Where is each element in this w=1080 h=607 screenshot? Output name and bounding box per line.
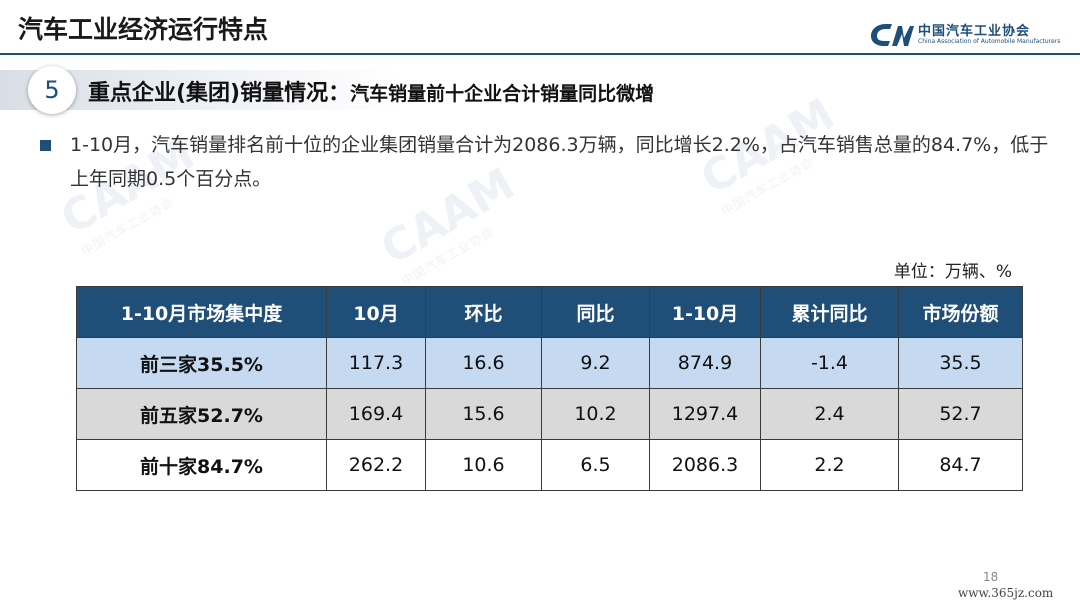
table-row: 前十家84.7% 262.2 10.6 6.5 2086.3 2.2 84.7 xyxy=(76,439,1023,491)
table-cell: 2.4 xyxy=(760,388,899,440)
table-header-cell: 环比 xyxy=(425,286,542,338)
table-cell: 前十家84.7% xyxy=(76,439,327,491)
table-cell: 前三家35.5% xyxy=(76,337,327,389)
site-watermark: www.365jz.com xyxy=(958,586,1054,600)
table-cell: 84.7 xyxy=(898,439,1023,491)
bullet-text: 1-10月，汽车销量排名前十位的企业集团销量合计为2086.3万辆，同比增长2.… xyxy=(70,134,1049,190)
table-cell: 874.9 xyxy=(649,337,761,389)
table-cell: 1297.4 xyxy=(649,388,761,440)
section-title: 重点企业(集团)销量情况：汽车销量前十企业合计销量同比微增 xyxy=(88,75,654,107)
bullet-point: 1-10月，汽车销量排名前十位的企业集团销量合计为2086.3万辆，同比增长2.… xyxy=(40,128,1050,196)
table-row: 前五家52.7% 169.4 15.6 10.2 1297.4 2.4 52.7 xyxy=(76,388,1023,440)
table-cell: 2.2 xyxy=(760,439,899,491)
table-cell: 10.6 xyxy=(425,439,542,491)
table-cell: 6.5 xyxy=(541,439,650,491)
table-row: 前三家35.5% 117.3 16.6 9.2 874.9 -1.4 35.5 xyxy=(76,337,1023,389)
page-title: 汽车工业经济运行特点 xyxy=(18,15,269,44)
table-cell: 262.2 xyxy=(326,439,426,491)
table-cell: 15.6 xyxy=(425,388,542,440)
concentration-table: 1-10月市场集中度 10月 环比 同比 1-10月 累计同比 市场份额 前三家… xyxy=(76,286,1023,491)
section-subtitle: 汽车销量前十企业合计销量同比微增 xyxy=(350,83,655,105)
logo-name-en: China Association of Automobile Manufact… xyxy=(918,38,1061,45)
table-cell: 9.2 xyxy=(541,337,650,389)
logo: 中国汽车工业协会 China Association of Automobile… xyxy=(868,18,1060,52)
square-bullet-icon xyxy=(40,140,51,151)
section-number: 5 xyxy=(28,66,76,114)
table-header-cell: 1-10月 xyxy=(649,286,761,338)
table-cell: 169.4 xyxy=(326,388,426,440)
table-cell: 117.3 xyxy=(326,337,426,389)
table-header-cell: 市场份额 xyxy=(898,286,1023,338)
table-cell: 52.7 xyxy=(898,388,1023,440)
section-header: 5 重点企业(集团)销量情况：汽车销量前十企业合计销量同比微增 xyxy=(0,62,1080,118)
table-header-row: 1-10月市场集中度 10月 环比 同比 1-10月 累计同比 市场份额 xyxy=(76,286,1023,338)
table-cell: 10.2 xyxy=(541,388,650,440)
unit-label: 单位：万辆、% xyxy=(893,262,1012,282)
table-header-cell: 10月 xyxy=(326,286,426,338)
table-cell: 2086.3 xyxy=(649,439,761,491)
table-header-cell: 累计同比 xyxy=(760,286,899,338)
table-cell: -1.4 xyxy=(760,337,899,389)
title-bar: 汽车工业经济运行特点 中国汽车工业协会 China Association of… xyxy=(0,0,1080,56)
table-cell: 35.5 xyxy=(898,337,1023,389)
table-cell: 前五家52.7% xyxy=(76,388,327,440)
table-cell: 16.6 xyxy=(425,337,542,389)
title-divider xyxy=(0,53,1080,55)
caam-logo-icon xyxy=(871,24,914,46)
page-number: 18 xyxy=(983,570,999,584)
logo-name-cn: 中国汽车工业协会 xyxy=(918,24,1031,39)
table-header-cell: 1-10月市场集中度 xyxy=(76,286,327,338)
table-header-cell: 同比 xyxy=(541,286,650,338)
section-title-main: 重点企业(集团)销量情况： xyxy=(88,81,351,106)
